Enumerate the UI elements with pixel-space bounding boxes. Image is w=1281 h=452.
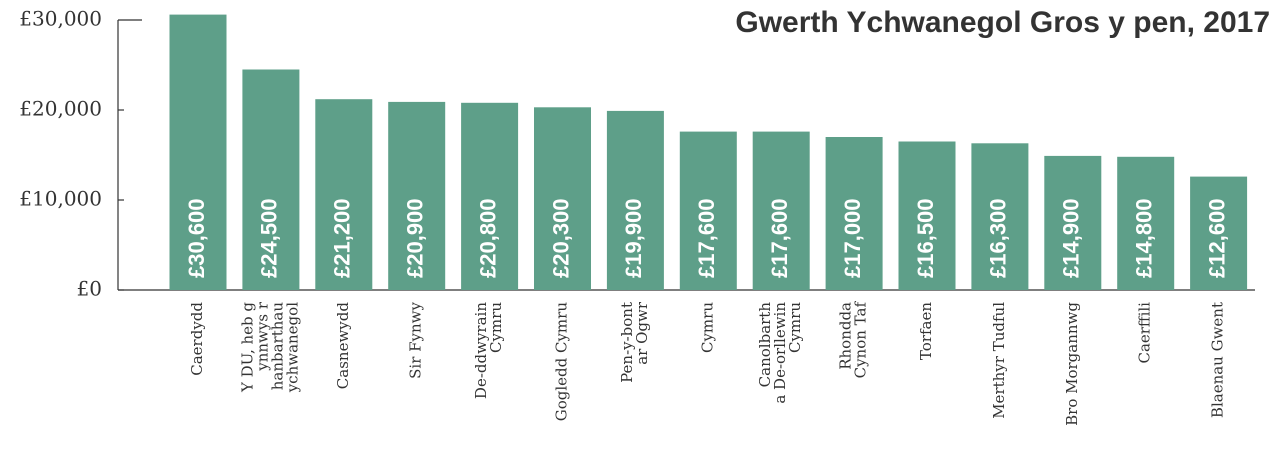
bar (752, 131, 810, 290)
chart-title: Gwerth Ychwanegol Gros y pen, 2017 (735, 6, 1270, 39)
y-tick-label: £0 (77, 277, 102, 301)
bar (169, 14, 227, 290)
x-tick-label: Bro Morgannwg (1063, 302, 1081, 426)
value-label: £16,500 (913, 198, 938, 278)
x-tick-label: Merthyr Tudful (990, 302, 1008, 419)
bar (315, 99, 373, 290)
bar (534, 107, 591, 290)
value-label: £20,300 (548, 198, 573, 278)
bar (461, 102, 519, 290)
x-tick-label: Torfaen (917, 302, 935, 360)
x-tick-label: De-ddwyrainCymru (472, 302, 505, 399)
x-tick-label: RhonddaCynon Taf (837, 301, 870, 379)
x-tick-label: Casnewydd (334, 302, 352, 390)
value-label: £17,600 (694, 198, 719, 278)
bar (606, 110, 664, 291)
x-tick-label: Sir Fynwy (407, 301, 425, 378)
bar (971, 143, 1029, 290)
value-label: £17,600 (767, 198, 792, 278)
bar (1190, 176, 1248, 290)
value-label: £30,600 (184, 198, 209, 278)
x-tick-label: Cymru (698, 302, 716, 353)
bar (1044, 155, 1102, 290)
value-label: £16,300 (986, 198, 1011, 278)
x-tick-label: Gogledd Cymru (553, 302, 571, 422)
x-tick-label: Pen-y-bontar Ogwr (618, 301, 651, 383)
y-tick-label: £30,000 (19, 7, 102, 31)
value-label: £24,500 (257, 198, 282, 278)
y-tick-label: £20,000 (19, 97, 102, 121)
x-tick-label: Blaenau Gwent (1209, 302, 1227, 418)
value-label: £21,200 (330, 198, 355, 278)
bar (825, 137, 883, 290)
x-tick-label: Caerdydd (188, 302, 206, 376)
bar (898, 141, 956, 290)
value-label: £14,900 (1059, 198, 1084, 278)
y-tick-label: £10,000 (19, 187, 102, 211)
value-label: £14,800 (1132, 198, 1157, 278)
x-tick-label: Canolbartha De-orllewinCymru (756, 302, 804, 404)
bar (679, 131, 737, 290)
bar (1117, 156, 1175, 290)
value-label: £19,900 (621, 198, 646, 278)
bar (388, 101, 446, 291)
value-label: £20,900 (403, 198, 428, 278)
x-tick-label: Caerffili (1136, 302, 1154, 364)
value-label: £17,000 (840, 198, 865, 278)
value-label: £12,600 (1204, 198, 1229, 278)
bar (242, 69, 300, 290)
x-tick-label: Y DU, heb gynnwys rhanbarthauychwanegol (238, 301, 301, 393)
value-label: £20,800 (475, 198, 500, 278)
